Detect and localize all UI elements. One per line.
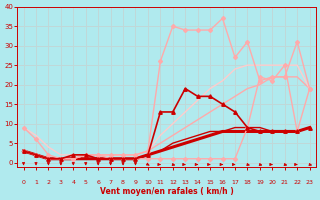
X-axis label: Vent moyen/en rafales ( km/h ): Vent moyen/en rafales ( km/h ) [100,187,234,196]
